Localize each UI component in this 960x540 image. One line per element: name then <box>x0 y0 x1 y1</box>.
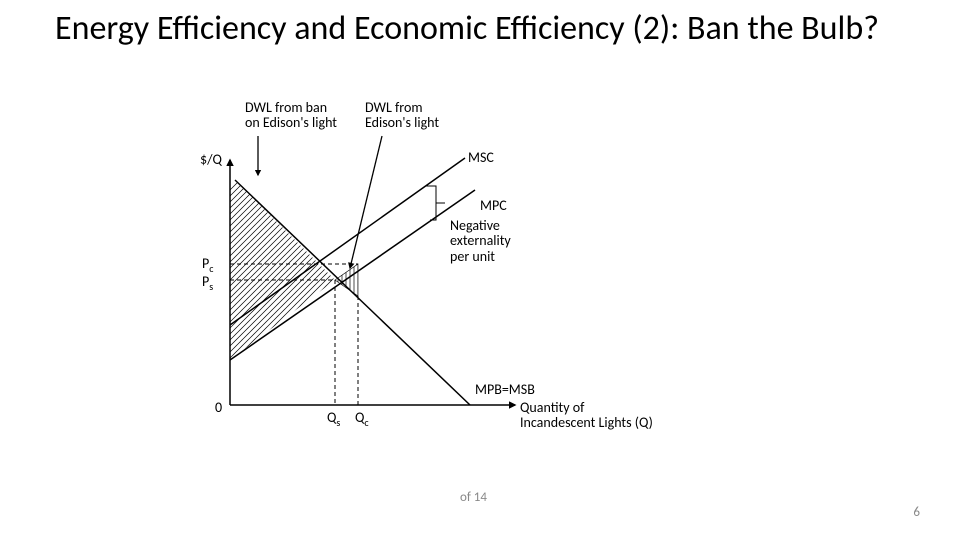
externality-diagram <box>0 0 960 540</box>
externality-bracket <box>425 186 445 220</box>
qs-text: Q <box>327 409 336 426</box>
ext-line3: per unit <box>450 248 495 265</box>
msc-label: MSC <box>468 150 494 165</box>
qs-sub: s <box>336 416 340 429</box>
qc-sub: c <box>364 416 368 429</box>
qc-text: Q <box>355 409 364 426</box>
mpb-label: MPB=MSB <box>475 382 535 397</box>
footer-of-pages: of 14 <box>460 490 487 505</box>
y-axis-label: $/Q <box>200 152 222 167</box>
pc-label: Pc <box>202 256 213 274</box>
ps-label: Ps <box>202 274 213 292</box>
dwl-ext-arrow <box>350 136 382 268</box>
qc-label: Qc <box>355 410 369 428</box>
mpc-label: MPC <box>480 198 507 213</box>
x-axis-label: Quantity of Incandescent Lights (Q) <box>520 400 653 431</box>
pc-sub: c <box>209 262 213 275</box>
origin-label: 0 <box>215 400 222 415</box>
externality-label: Negative externality per unit <box>450 218 511 264</box>
dwl-ban-region <box>230 180 335 360</box>
footer-page-number: 6 <box>913 505 920 520</box>
qs-label: Qs <box>327 410 340 428</box>
ps-sub: s <box>209 280 213 293</box>
x-axis-label-line2: Incandescent Lights (Q) <box>520 414 653 431</box>
